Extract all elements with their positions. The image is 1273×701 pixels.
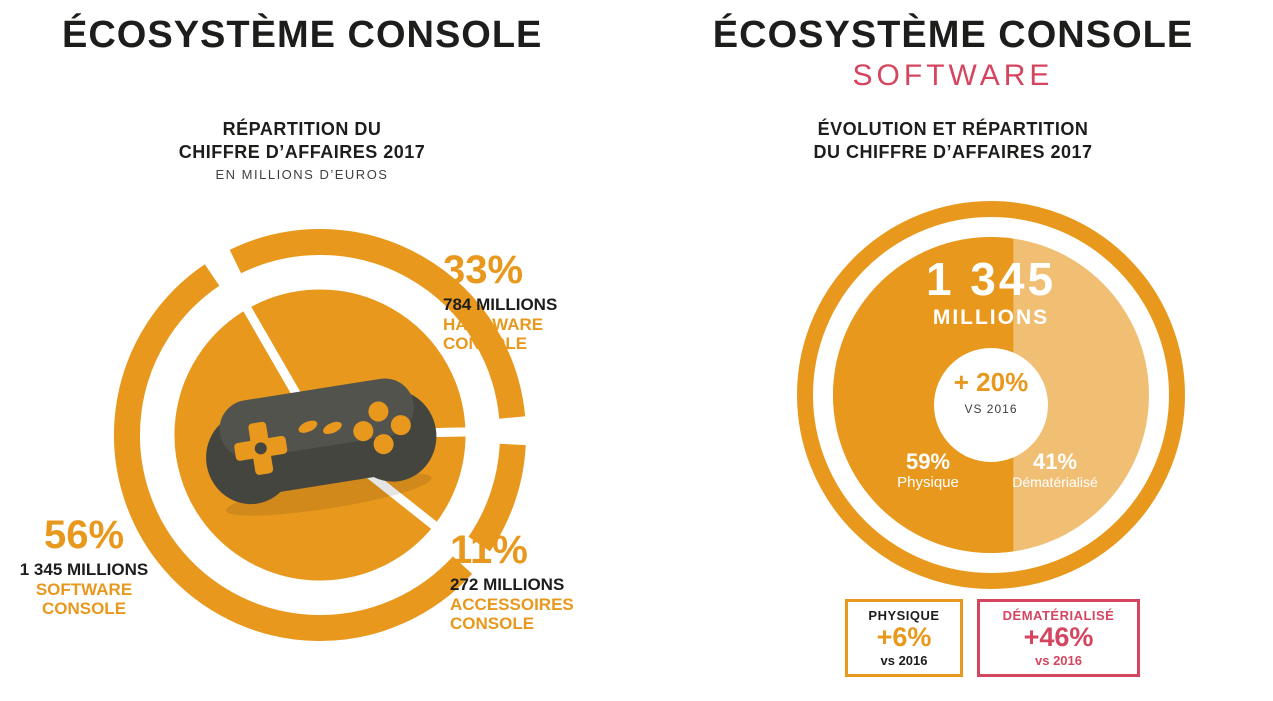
right-heading-line1: ÉVOLUTION ET RÉPARTITION <box>817 119 1089 139</box>
left-panel-title: ÉCOSYSTÈME CONSOLE <box>62 14 543 56</box>
physical-share-label: Physique <box>897 474 959 492</box>
digital-box-value: +46% <box>1023 622 1094 653</box>
digital-share-pct: 41% <box>1032 449 1078 474</box>
physical-box-title: PHYSIQUE <box>868 608 940 624</box>
physical-share-pct: 59% <box>905 449 951 474</box>
physical-share: 59% Physique <box>858 449 998 492</box>
right-panel-title: ÉCOSYSTÈME CONSOLE <box>712 14 1194 56</box>
accessories-amount: 272 MILLIONS <box>450 575 565 594</box>
accessories-name-line2: CONSOLE <box>450 614 535 634</box>
software-subtitle: SOFTWARE <box>852 59 1054 92</box>
accessories-name-line1: ACCESSOIRES <box>450 594 574 614</box>
digital-box-ref: vs 2016 <box>1035 652 1082 668</box>
software-name-line2: CONSOLE <box>41 599 127 619</box>
right-heading-line2: DU CHIFFRE D’AFFAIRES 2017 <box>813 141 1093 162</box>
hardware-share-pct: 33% <box>443 248 524 292</box>
digital-growth-box: DÉMATÉRIALISÉ +46% vs 2016 <box>977 599 1140 677</box>
digital-box-title: DÉMATÉRIALISÉ <box>1002 608 1115 624</box>
total-revenue-value: 1 345 <box>925 253 1057 305</box>
software-amount: 1 345 MILLIONS <box>19 560 149 579</box>
software-share-pct: 56% <box>43 513 125 557</box>
action-buttons-icon <box>353 401 411 455</box>
growth-value: + 20% <box>953 367 1029 397</box>
growth-reference: VS 2016 <box>964 402 1018 416</box>
hardware-amount: 784 MILLIONS <box>443 295 558 314</box>
digital-share-label: Dématérialisé <box>1012 474 1098 491</box>
software-label-block: 56% 1 345 MILLIONS SOFTWARE CONSOLE <box>4 515 164 619</box>
console-revenue-pie-chart <box>114 229 526 642</box>
accessories-share-pct: 11% <box>450 528 528 572</box>
physical-box-value: +6% <box>876 622 932 653</box>
hardware-label-block: 33% 784 MILLIONS HARDWARE CONSOLE <box>443 250 557 354</box>
left-heading-unit: EN MILLIONS D’EUROS <box>215 167 389 182</box>
right-panel-header: ÉCOSYSTÈME CONSOLE SOFTWARE <box>673 14 1233 93</box>
software-revenue-donut-chart <box>797 201 1185 589</box>
total-revenue-unit: MILLIONS <box>932 306 1050 329</box>
hardware-name-line2: CONSOLE <box>443 334 528 354</box>
left-heading-line2: CHIFFRE D’AFFAIRES 2017 <box>178 141 426 162</box>
growth-badge: + 20% VS 2016 <box>921 367 1061 416</box>
right-chart-heading: ÉVOLUTION ET RÉPARTITION DU CHIFFRE D’AF… <box>683 118 1223 163</box>
digital-share: 41% Dématérialisé <box>985 449 1125 491</box>
left-heading-line1: RÉPARTITION DU <box>222 119 382 139</box>
pie-outer-ring <box>114 229 526 642</box>
accessories-label-block: 11% 272 MILLIONS ACCESSOIRES CONSOLE <box>450 530 574 634</box>
software-split-disc <box>797 201 1185 589</box>
hardware-name-line1: HARDWARE <box>443 314 544 334</box>
left-chart-heading: RÉPARTITION DU CHIFFRE D’AFFAIRES 2017 E… <box>102 118 502 182</box>
physical-box-ref: vs 2016 <box>880 652 928 668</box>
physical-growth-box: PHYSIQUE +6% vs 2016 <box>845 599 963 677</box>
gamepad-icon <box>206 378 437 516</box>
software-name-line1: SOFTWARE <box>35 579 133 599</box>
